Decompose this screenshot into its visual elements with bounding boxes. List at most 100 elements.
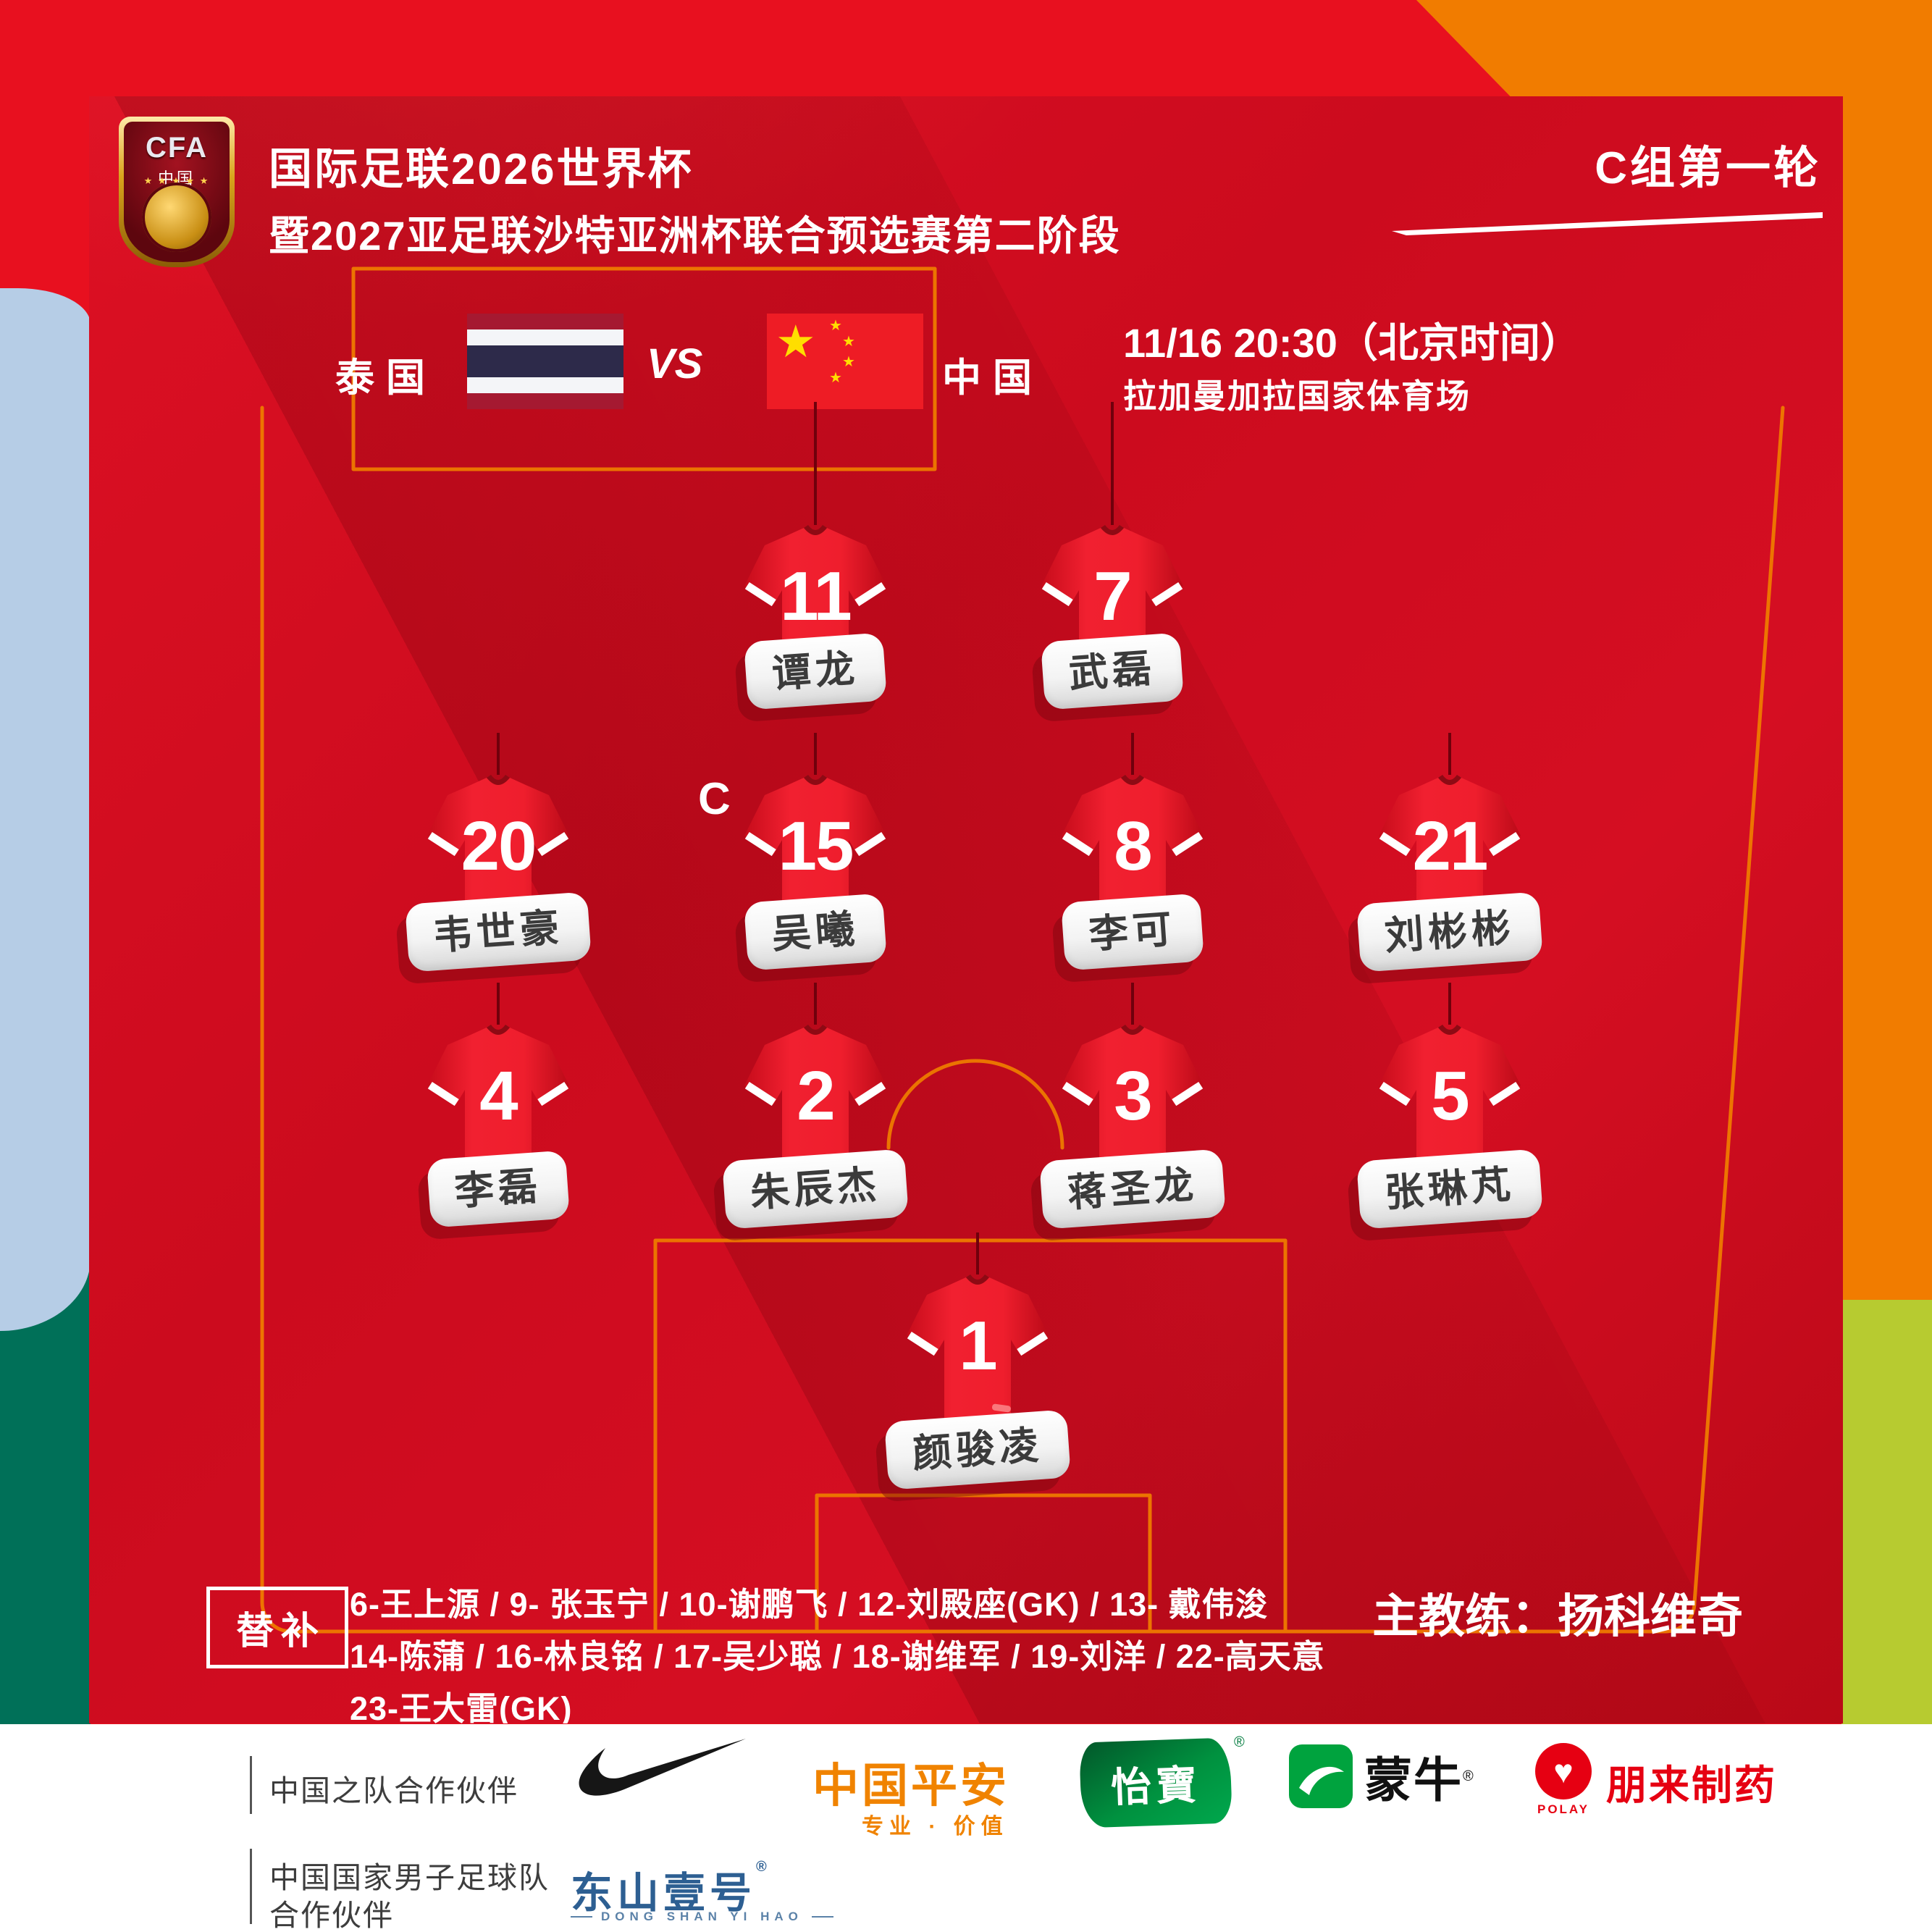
- mengniu-reg: ®: [1463, 1768, 1474, 1784]
- cfa-text: CFA: [146, 132, 208, 164]
- china-flag-star: ★: [842, 334, 855, 350]
- player-number: 4: [479, 1057, 518, 1135]
- player-forwards-11: 11 谭龙: [743, 402, 888, 757]
- hanger-string: [1111, 402, 1114, 525]
- round-swoosh-icon: [1392, 212, 1823, 235]
- player-name: 颜骏凌: [911, 1423, 1044, 1477]
- polay-latin: POLAY: [1537, 1802, 1589, 1816]
- player-name: 谭龙: [770, 646, 860, 697]
- player-forwards-7: 7 武磊: [1040, 402, 1185, 757]
- pingan-logo: 中国平安: [812, 1760, 1009, 1812]
- player-name-plate: 张琳芃: [1356, 1148, 1543, 1230]
- hanger-string: [497, 983, 500, 1025]
- mengniu-text: 蒙牛: [1364, 1753, 1463, 1807]
- cfa-badge-icon: CFA 中国 ★ ★ ★ ★ ★: [119, 117, 235, 267]
- cfa-badge-inner: CFA 中国 ★ ★ ★ ★ ★: [124, 122, 230, 262]
- player-number: 21: [1412, 807, 1489, 885]
- round-badge: C组第一轮: [1595, 143, 1821, 193]
- player-number: 5: [1431, 1057, 1469, 1135]
- yibao-reg: ®: [1234, 1734, 1245, 1750]
- hanger-string: [814, 983, 817, 1025]
- formation-layer: 11 谭龙 7 武磊 20 韦世豪 15 C 吴曦 8 李可 21 刘彬彬 4 李磊 2 朱辰杰 3 蒋圣龙 5 张琳芃…: [89, 96, 1843, 1723]
- dongshan-reg: ®: [756, 1859, 771, 1875]
- china-flag-star: ★: [829, 370, 842, 386]
- hanger-string: [1448, 983, 1451, 1025]
- polay-text: 朋来制药: [1606, 1763, 1777, 1808]
- player-number: 20: [461, 807, 537, 885]
- frame-orange-block: [1841, 0, 1932, 1300]
- player-name: 张琳芃: [1383, 1162, 1516, 1216]
- player-number: 15: [778, 807, 854, 885]
- divider: [250, 1756, 252, 1814]
- polay-heart-icon: ♥: [1535, 1743, 1592, 1799]
- cfa-stars: ★ ★ ★ ★ ★: [143, 175, 210, 186]
- player-number: 2: [797, 1057, 835, 1135]
- partner1-label: 中国之队合作伙伴: [269, 1774, 518, 1807]
- yibao-logo-icon: 怡寶: [1079, 1737, 1232, 1828]
- frame-lime-block: [1841, 1300, 1932, 1724]
- yibao-text: 怡寶: [1110, 1761, 1202, 1810]
- player-name: 李可: [1088, 907, 1177, 957]
- thailand-flag-icon: [467, 314, 623, 409]
- player-name-plate: 颜骏凌: [884, 1409, 1071, 1490]
- partner2-label-line1: 中国国家男子足球队: [269, 1861, 550, 1894]
- frame-lightblue-block: [0, 288, 91, 1331]
- team-left-label: 泰国: [335, 356, 437, 400]
- player-name-plate: 蒋圣龙: [1039, 1148, 1226, 1230]
- player-name: 吴曦: [770, 907, 860, 957]
- nike-swoosh-icon: [579, 1739, 746, 1796]
- bench-line-3: 23-王大雷(GK): [350, 1690, 573, 1723]
- player-name: 李磊: [453, 1164, 543, 1214]
- bench-line-2: 14-陈蒲 / 16-林良铭 / 17-吴少聪 / 18-谢维军 / 19-刘洋…: [350, 1638, 1325, 1675]
- china-flag-big-star: ★: [776, 317, 816, 367]
- hanger-string: [497, 733, 500, 775]
- player-name-plate: 李可: [1060, 893, 1205, 971]
- player-number: 11: [780, 558, 852, 635]
- hanger-string: [1131, 983, 1134, 1025]
- player-name: 韦世豪: [432, 905, 565, 959]
- team-right-label: 中国: [942, 356, 1043, 400]
- player-goalkeeper-1: 1 颜骏凌: [884, 1232, 1071, 1506]
- player-number: 3: [1114, 1057, 1152, 1135]
- sponsor-footer: 中国之队合作伙伴 中国平安 专业 · 价值 怡寶 ® 蒙牛 ® ♥ POLAY …: [0, 1724, 1932, 1932]
- match-venue: 拉加曼加拉国家体育场: [1123, 377, 1471, 415]
- player-name-plate: 谭龙: [743, 632, 888, 710]
- player-name-plate: 刘彬彬: [1356, 891, 1543, 973]
- vs-label: VS: [647, 340, 703, 387]
- bench-line-1: 6-王上源 / 9- 张玉宁 / 10-谢鹏飞 / 12-刘殿座(GK) / 1…: [350, 1586, 1269, 1623]
- player-name-plate: 朱辰杰: [722, 1148, 909, 1230]
- china-flag-star: ★: [829, 318, 842, 334]
- player-name: 朱辰杰: [749, 1162, 882, 1216]
- player-defenders-3: 3 蒋圣龙: [1039, 983, 1226, 1256]
- player-name: 武磊: [1067, 646, 1157, 697]
- china-flag-star: ★: [842, 354, 855, 370]
- coach-label: 主教练：扬科维奇: [1372, 1590, 1743, 1642]
- dongshan-latin: DONG SHAN YI HAO: [571, 1910, 833, 1924]
- player-midfielders-20: 20 韦世豪: [405, 733, 592, 1007]
- cfa-emblem-icon: [142, 182, 211, 252]
- bench-label: 替补: [206, 1587, 349, 1668]
- player-defenders-2: 2 朱辰杰: [722, 983, 909, 1256]
- divider: [250, 1849, 252, 1924]
- captain-badge: C: [698, 774, 731, 824]
- player-midfielders-8: 8 李可: [1060, 733, 1205, 1007]
- player-name-plate: 武磊: [1040, 632, 1185, 710]
- player-midfielders-15: 15 C 吴曦: [698, 733, 888, 1007]
- hanger-string: [1131, 733, 1134, 775]
- china-flag-icon: ★ ★ ★ ★ ★: [767, 314, 923, 409]
- player-defenders-4: 4 李磊: [426, 983, 571, 1256]
- polay-logo-icon: ♥ POLAY: [1535, 1743, 1592, 1817]
- pingan-tagline: 专业 · 价值: [862, 1815, 1009, 1839]
- player-name: 蒋圣龙: [1066, 1162, 1199, 1216]
- mengniu-logo: 蒙牛 ®: [1288, 1742, 1474, 1811]
- player-name-plate: 韦世豪: [405, 891, 592, 973]
- player-name: 刘彬彬: [1383, 905, 1516, 959]
- player-name-plate: 吴曦: [743, 893, 888, 971]
- player-defenders-5: 5 张琳芃: [1356, 983, 1543, 1256]
- player-number: 8: [1114, 807, 1152, 885]
- player-midfielders-21: 21 刘彬彬: [1356, 733, 1543, 1007]
- partner2-label-line2: 合作伙伴: [269, 1899, 394, 1932]
- hanger-string: [976, 1232, 979, 1274]
- pitch-lines: [260, 266, 1785, 1634]
